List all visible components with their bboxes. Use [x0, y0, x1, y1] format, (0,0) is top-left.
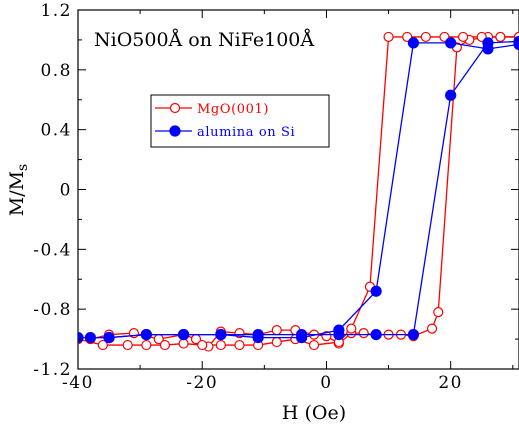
- data-point-series-1: [271, 325, 282, 336]
- data-point-series-2: [215, 328, 227, 341]
- y-axis-title-group: M/Ms: [6, 164, 31, 217]
- data-point-series-2: [407, 37, 420, 49]
- data-point-series-1: [122, 339, 133, 351]
- y-tick-label: 0.8: [40, 61, 72, 81]
- data-point-series-1: [159, 339, 171, 351]
- data-point-series-2: [296, 331, 308, 344]
- legend-box: [150, 94, 330, 148]
- legend-marker-1: [169, 102, 181, 114]
- data-point-series-2: [407, 328, 420, 341]
- y-axis-title-main: M/M: [6, 171, 28, 216]
- data-point-series-1: [346, 323, 357, 334]
- data-point-series-1: [383, 31, 394, 43]
- data-point-series-2: [252, 331, 264, 344]
- x-tick-label: -40: [62, 373, 94, 393]
- chart-annotation: NiO500Å on NiFe100Å: [94, 29, 314, 51]
- legend-marker-2: [169, 125, 181, 137]
- data-point-series-1: [141, 339, 152, 351]
- plot-frame: [77, 9, 519, 370]
- x-tick-label: 20: [438, 373, 463, 393]
- x-tick-label: 0: [320, 373, 332, 393]
- data-point-series-1: [97, 339, 108, 351]
- legend-label-2: alumina on Si: [197, 125, 295, 140]
- data-point-series-1: [420, 31, 431, 43]
- data-point-series-1: [234, 339, 245, 351]
- data-point-series-2: [482, 43, 494, 55]
- data-point-series-2: [513, 38, 519, 51]
- data-point-series-2: [177, 328, 190, 341]
- data-point-series-1: [178, 338, 189, 349]
- data-point-series-2: [84, 331, 97, 344]
- y-tick-label: -1.2: [33, 360, 72, 380]
- data-point-series-2: [78, 331, 84, 344]
- data-point-series-1: [358, 328, 369, 339]
- y-axis-title: M/Ms: [6, 164, 31, 217]
- data-point-series-1: [433, 307, 444, 318]
- series-line-1-branch-1: [90, 36, 519, 348]
- data-point-series-1: [197, 339, 208, 351]
- y-tick-label: -0.8: [33, 300, 72, 320]
- data-point-series-1: [321, 330, 332, 342]
- data-point-series-1: [457, 31, 469, 43]
- data-point-series-1: [215, 339, 226, 351]
- series-line-1-branch-2: [78, 36, 519, 346]
- data-point-series-2: [370, 285, 382, 297]
- y-tick-label: 0: [60, 181, 72, 201]
- data-point-series-2: [445, 89, 457, 101]
- data-point-series-1: [308, 339, 320, 351]
- legend: MgO(001) alumina on Si: [150, 94, 330, 148]
- x-tick-label: -20: [186, 373, 218, 393]
- y-axis-title-subscript: s: [15, 164, 31, 171]
- y-tick-label: -0.4: [33, 240, 72, 260]
- data-point-series-2: [140, 328, 152, 341]
- y-tick-label: 0.4: [40, 121, 72, 141]
- data-point-series-2: [370, 328, 382, 341]
- data-point-series-2: [445, 37, 457, 49]
- series-line-2-branch-2: [78, 42, 519, 339]
- data-point-series-2: [103, 331, 115, 344]
- data-point-series-1: [271, 336, 282, 348]
- x-axis-title: H (Oe): [282, 402, 346, 424]
- data-point-series-2: [333, 324, 345, 336]
- data-point-series-1: [426, 323, 438, 334]
- data-point-series-1: [495, 31, 506, 43]
- legend-label-1: MgO(001): [197, 102, 269, 117]
- y-tick-label: 1.2: [40, 1, 72, 21]
- curves-group: [78, 31, 519, 352]
